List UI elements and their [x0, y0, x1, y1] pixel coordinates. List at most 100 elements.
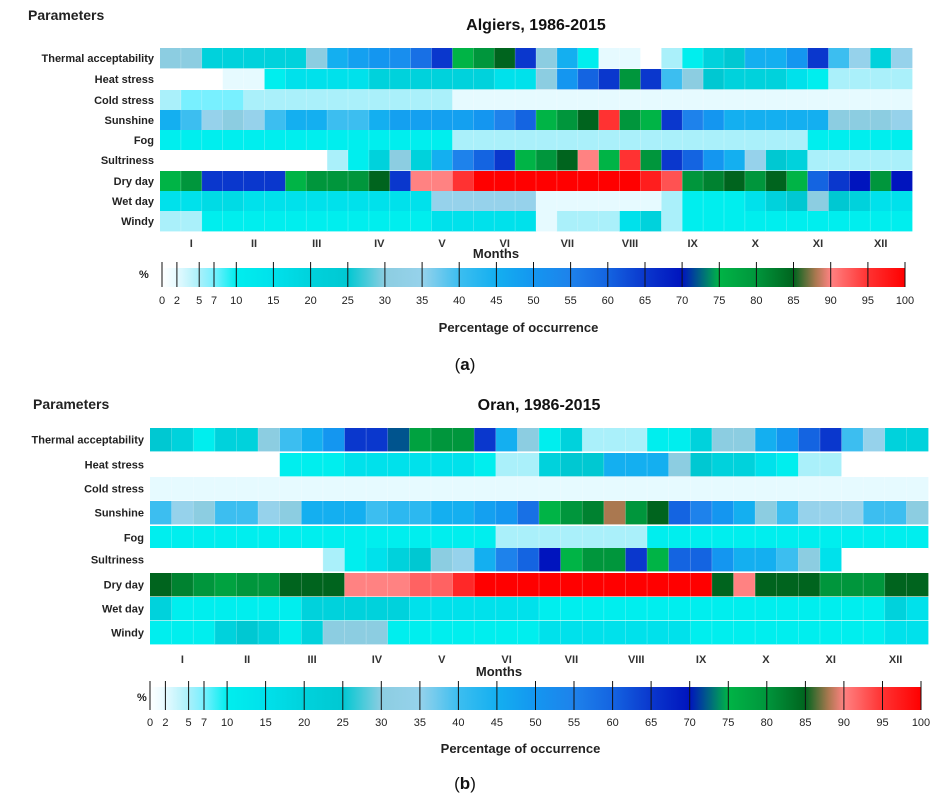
heatmap-cell — [409, 477, 432, 501]
heatmap-cell — [828, 130, 850, 151]
heatmap-cell — [577, 110, 600, 131]
heatmap-cell — [387, 548, 410, 572]
heatmap-cell — [807, 171, 829, 192]
heatmap-cell — [906, 548, 929, 572]
heatmap-cell — [776, 453, 799, 477]
colorbar-label: Percentage of occurrence — [441, 741, 601, 756]
heatmap-cell — [556, 191, 579, 212]
heatmap-cell — [180, 150, 203, 171]
heatmap-cell — [279, 597, 302, 621]
heatmap-cell — [661, 69, 683, 90]
heatmap-cell — [556, 150, 579, 171]
heatmap-cell — [556, 171, 579, 192]
heatmap-cell — [647, 597, 670, 621]
heatmap-cell — [703, 130, 725, 151]
colorbar-tick-label: 20 — [304, 295, 316, 307]
heatmap-cell — [690, 621, 713, 645]
heatmap-cell — [582, 548, 605, 572]
heatmap-cell — [786, 90, 808, 111]
heatmap-cell — [619, 211, 641, 232]
heatmap-cell — [279, 477, 302, 501]
heatmap-cell — [279, 621, 302, 645]
heatmap-cell — [322, 501, 345, 525]
heatmap-cell — [703, 110, 725, 131]
row-label: Dry day — [104, 580, 145, 592]
colorbar-unit: % — [137, 692, 147, 704]
heatmap-cell — [180, 110, 203, 131]
heatmap-cell — [640, 171, 662, 192]
heatmap-cell — [409, 501, 432, 525]
heatmap-cell — [322, 428, 345, 452]
heatmap-cell — [577, 90, 600, 111]
heatmap-cell — [193, 573, 216, 597]
heatmap-cell — [327, 110, 349, 131]
heatmap-cell — [410, 90, 432, 111]
heatmap-cell — [647, 477, 670, 501]
heatmap-cell — [661, 48, 683, 69]
heatmap-cell — [744, 69, 767, 90]
heatmap-cell — [517, 453, 540, 477]
heatmap-cell — [798, 597, 821, 621]
row-label: Sunshine — [94, 508, 144, 520]
heatmap-cell — [906, 573, 929, 597]
heatmap-cell — [870, 90, 892, 111]
heatmap-cell — [171, 526, 194, 550]
heatmap-cell — [598, 110, 620, 131]
heatmap-cell — [870, 191, 892, 212]
heatmap-cell — [841, 597, 864, 621]
colorbar-tick-label: 70 — [684, 717, 696, 729]
heatmap-cell — [733, 453, 756, 477]
month-label: IV — [372, 654, 383, 666]
heatmap-cell — [322, 548, 345, 572]
heatmap-cell — [884, 453, 907, 477]
colorbar-tick-label: 40 — [452, 717, 464, 729]
heatmap-cell — [430, 621, 453, 645]
heatmap-cell — [647, 501, 670, 525]
heatmap-cell — [819, 501, 842, 525]
heatmap-cell — [755, 453, 778, 477]
heatmap-cell — [366, 621, 389, 645]
row-label: Thermal acceptability — [32, 435, 145, 447]
heatmap-cell — [160, 69, 182, 90]
heatmap-cell — [344, 597, 367, 621]
heatmap-cell — [539, 501, 562, 525]
heatmap-cell — [285, 211, 307, 232]
heatmap-cell — [849, 130, 871, 151]
heatmap-cell — [430, 526, 453, 550]
heatmap-cell — [410, 191, 432, 212]
heatmap-cell — [690, 428, 713, 452]
heatmap-cell — [193, 526, 216, 550]
heatmap-cell — [884, 573, 907, 597]
heatmap-cell — [301, 573, 324, 597]
heatmap-cell — [849, 69, 871, 90]
heatmap-cell — [539, 573, 562, 597]
heatmap-cell — [150, 526, 173, 550]
heatmap-cell — [410, 130, 432, 151]
heatmap-cell — [515, 130, 537, 151]
heatmap-cell — [744, 211, 767, 232]
heatmap-cell — [368, 150, 391, 171]
heatmap-cell — [452, 90, 474, 111]
heatmap-cell — [171, 597, 194, 621]
heatmap-cell — [711, 428, 734, 452]
row-label: Thermal acceptability — [42, 53, 155, 65]
month-label: XII — [889, 654, 902, 666]
heatmap-cell — [495, 597, 518, 621]
heatmap-cell — [201, 191, 224, 212]
heatmap-cell — [619, 171, 641, 192]
heatmap-cell — [368, 191, 391, 212]
heatmap-cell — [884, 501, 907, 525]
heatmap-cell — [517, 548, 540, 572]
heatmap-cell — [473, 90, 495, 111]
heatmap-cell — [819, 453, 842, 477]
heatmap-cell — [906, 501, 929, 525]
heatmap-cell — [473, 211, 495, 232]
heatmap-cell — [603, 428, 626, 452]
heatmap-cell — [327, 48, 349, 69]
heatmap-cell — [582, 453, 605, 477]
heatmap-cell — [409, 453, 432, 477]
row-label: Wet day — [112, 196, 155, 208]
heatmap-cell — [786, 211, 808, 232]
colorbar-tick-label: 35 — [416, 295, 428, 307]
heatmap-cell — [264, 69, 286, 90]
